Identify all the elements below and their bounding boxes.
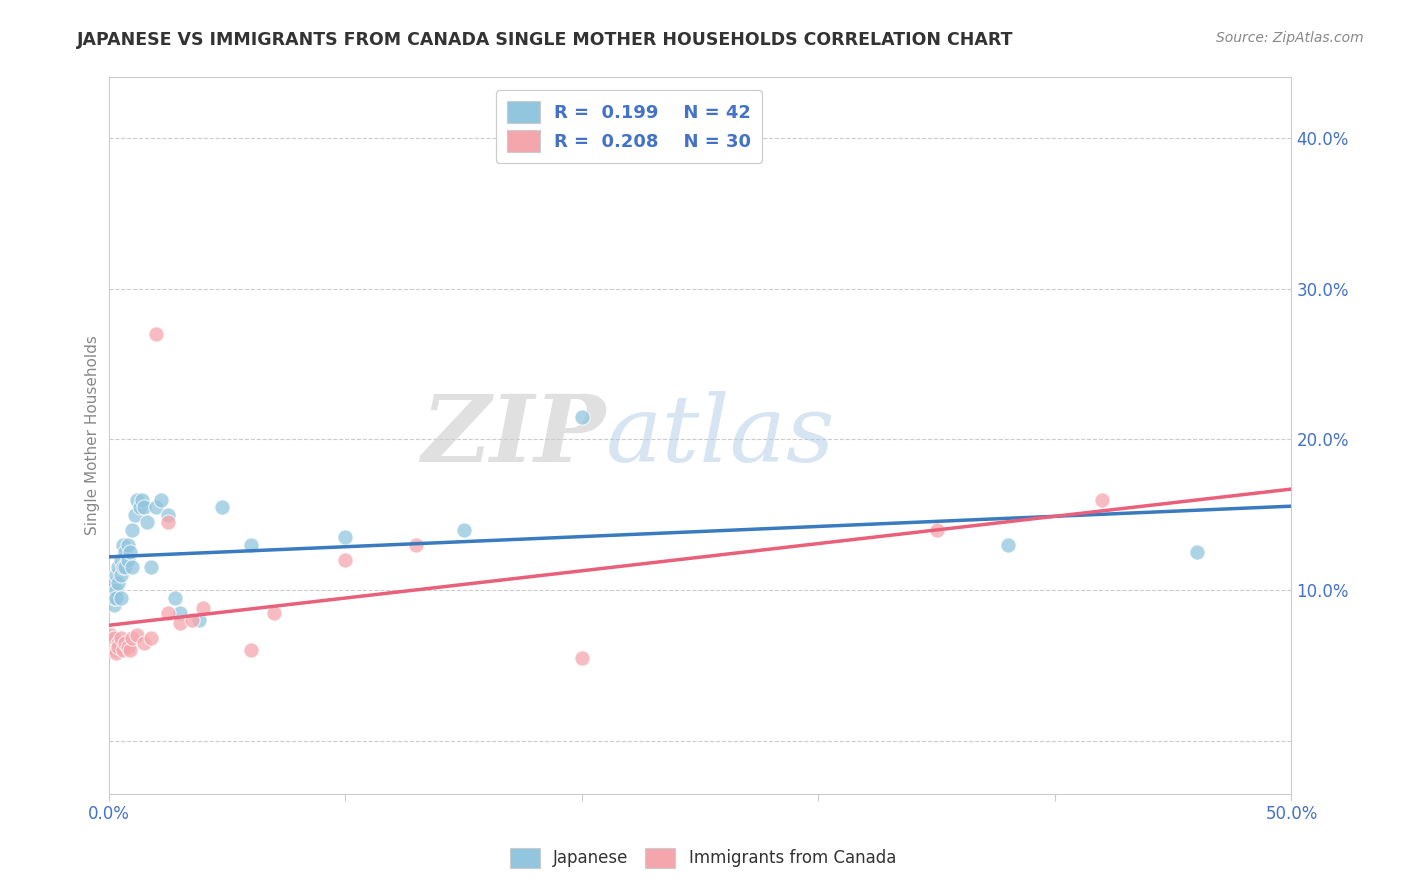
Point — [156, 515, 179, 529]
Point — [180, 613, 202, 627]
Point — [117, 553, 139, 567]
Point — [110, 632, 132, 646]
Point — [107, 640, 129, 655]
Point — [141, 560, 163, 574]
Point — [114, 545, 136, 559]
Text: JAPANESE VS IMMIGRANTS FROM CANADA SINGLE MOTHER HOUSEHOLDS CORRELATION CHART: JAPANESE VS IMMIGRANTS FROM CANADA SINGL… — [77, 31, 1014, 49]
Point — [100, 591, 122, 605]
Point — [110, 591, 132, 605]
Point — [127, 492, 149, 507]
Point — [120, 545, 142, 559]
Point — [103, 591, 125, 605]
Point — [100, 583, 122, 598]
Point — [145, 326, 167, 341]
Point — [104, 583, 127, 598]
Text: atlas: atlas — [606, 391, 835, 481]
Point — [100, 628, 122, 642]
Point — [193, 601, 215, 615]
Point — [335, 530, 357, 544]
Point — [163, 591, 186, 605]
Point — [110, 553, 132, 567]
Point — [128, 500, 150, 515]
Point — [110, 568, 132, 582]
Legend: R =  0.199    N = 42, R =  0.208    N = 30: R = 0.199 N = 42, R = 0.208 N = 30 — [496, 90, 762, 163]
Point — [107, 560, 129, 574]
Point — [156, 508, 179, 522]
Point — [114, 636, 136, 650]
Point — [239, 643, 262, 657]
Point — [187, 613, 209, 627]
Point — [117, 538, 139, 552]
Point — [571, 409, 593, 424]
Point — [997, 538, 1019, 552]
Point — [335, 553, 357, 567]
Point — [104, 568, 127, 582]
Point — [114, 560, 136, 574]
Point — [111, 560, 134, 574]
Point — [169, 616, 191, 631]
Point — [211, 500, 233, 515]
Point — [104, 643, 127, 657]
Point — [103, 632, 125, 646]
Point — [103, 598, 125, 612]
Point — [239, 538, 262, 552]
Y-axis label: Single Mother Households: Single Mother Households — [86, 335, 100, 535]
Point — [104, 647, 127, 661]
Point — [453, 523, 475, 537]
Point — [100, 636, 122, 650]
Text: ZIP: ZIP — [422, 391, 606, 481]
Point — [121, 560, 143, 574]
Point — [121, 632, 143, 646]
Point — [131, 492, 153, 507]
Point — [104, 591, 127, 605]
Point — [405, 538, 427, 552]
Point — [107, 636, 129, 650]
Point — [134, 500, 156, 515]
Point — [1091, 492, 1114, 507]
Point — [263, 606, 285, 620]
Point — [127, 628, 149, 642]
Point — [571, 651, 593, 665]
Point — [925, 523, 948, 537]
Point — [1185, 545, 1208, 559]
Point — [135, 515, 157, 529]
Point — [134, 636, 156, 650]
Point — [169, 606, 191, 620]
Point — [156, 606, 179, 620]
Point — [120, 643, 142, 657]
Point — [149, 492, 172, 507]
Point — [103, 640, 125, 655]
Point — [111, 538, 134, 552]
Legend: Japanese, Immigrants from Canada: Japanese, Immigrants from Canada — [503, 841, 903, 875]
Point — [117, 640, 139, 655]
Point — [107, 575, 129, 590]
Point — [121, 523, 143, 537]
Point — [103, 575, 125, 590]
Point — [145, 500, 167, 515]
Text: Source: ZipAtlas.com: Source: ZipAtlas.com — [1216, 31, 1364, 45]
Point — [111, 643, 134, 657]
Point — [124, 508, 146, 522]
Point — [141, 632, 163, 646]
